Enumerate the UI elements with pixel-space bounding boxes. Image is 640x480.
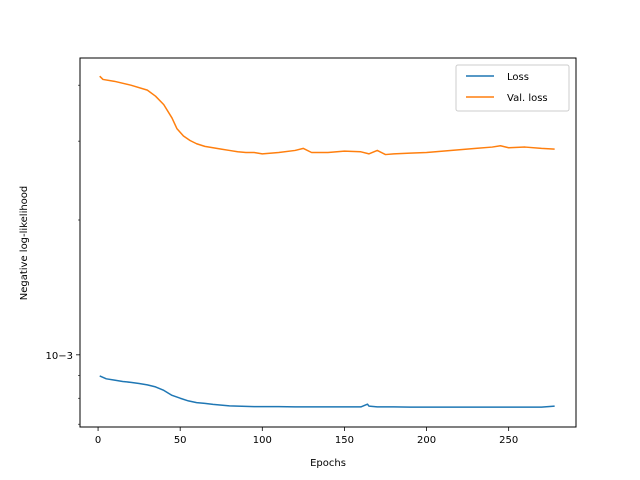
series-line-val-loss (99, 75, 555, 156)
x-tick-label: 100 (253, 435, 272, 446)
series-layer (99, 75, 555, 408)
legend-label-val-loss: Val. loss (507, 93, 548, 104)
x-tick-label: 200 (417, 435, 436, 446)
x-tick-label: 150 (335, 435, 354, 446)
y-axis-ticks: 10−3 (46, 84, 80, 425)
x-axis-ticks: 0 50 100 150 200 250 (95, 427, 518, 446)
x-tick-label: 250 (499, 435, 518, 446)
plot-area-frame (79, 57, 577, 428)
legend: Loss Val. loss (455, 64, 570, 112)
y-axis-label: Negative log-likelihood (19, 186, 30, 301)
x-tick-label: 50 (174, 435, 187, 446)
series-line-loss (99, 375, 555, 408)
x-axis-label: Epochs (310, 458, 346, 469)
y-tick-label: 10−3 (46, 351, 73, 362)
legend-label-loss: Loss (507, 72, 529, 83)
x-tick-label: 0 (95, 435, 101, 446)
